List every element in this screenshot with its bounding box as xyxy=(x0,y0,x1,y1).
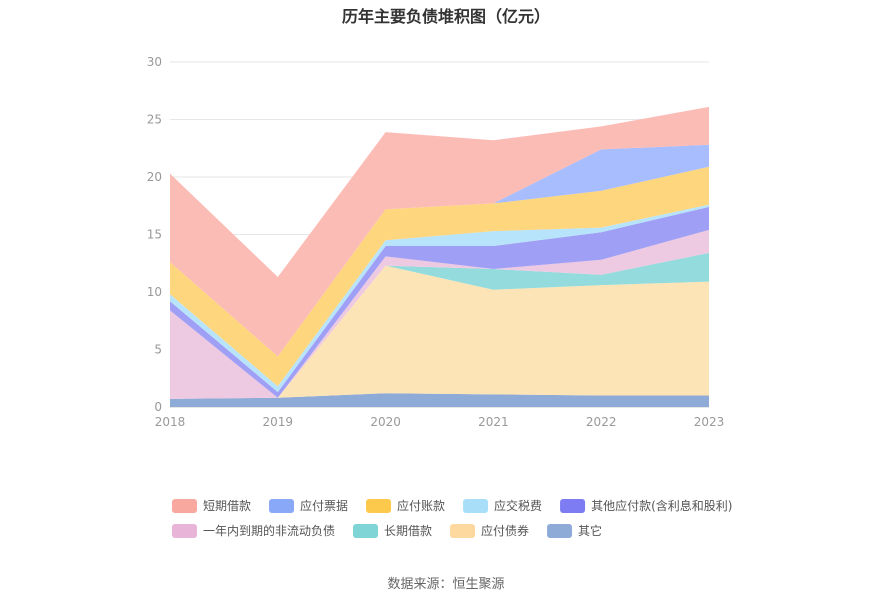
area-长期借款 xyxy=(170,252,709,399)
legend-swatch xyxy=(547,524,573,538)
legend-item[interactable]: 应付票据 xyxy=(269,498,348,513)
legend-label: 应付债券 xyxy=(481,523,529,538)
legend-label: 应交税费 xyxy=(494,498,542,513)
legend-item[interactable]: 其它 xyxy=(547,523,602,538)
legend-swatch xyxy=(172,499,197,513)
area-应付账款 xyxy=(170,166,709,387)
x-axis-ticks: 2018 2019 2020 2021 2022 2023 xyxy=(155,415,725,429)
legend-item[interactable]: 长期借款 xyxy=(353,524,432,538)
y-tick-label: 10 xyxy=(147,285,162,299)
x-tick-label: 2020 xyxy=(370,415,401,429)
y-tick-label: 25 xyxy=(147,113,162,127)
x-tick-label: 2022 xyxy=(586,415,617,429)
legend-swatch xyxy=(269,499,295,513)
y-tick-label: 30 xyxy=(147,55,162,69)
y-axis-ticks: 0 5 10 15 20 25 30 xyxy=(147,55,162,414)
legend-item[interactable]: 应付账款 xyxy=(366,498,445,513)
y-tick-label: 20 xyxy=(147,170,162,184)
area-应付票据 xyxy=(170,144,709,357)
legend-label: 应付账款 xyxy=(397,498,445,513)
area-series xyxy=(170,106,709,407)
x-tick-label: 2019 xyxy=(263,415,294,429)
y-tick-label: 15 xyxy=(147,228,162,242)
legend-label: 其他应付款(含利息和股利) xyxy=(591,498,732,513)
area-应交税费 xyxy=(170,204,709,393)
data-source-note: 数据来源：恒生聚源 xyxy=(387,577,504,592)
x-tick-label: 2018 xyxy=(155,415,186,429)
legend: 短期借款 应付票据 应付账款 应交税费 其他应付款(含利息和股利) 一年内到期的非流动负债… xyxy=(172,498,732,538)
legend-item[interactable]: 一年内到期的非流动负债 xyxy=(172,523,335,538)
x-tick-label: 2021 xyxy=(478,415,509,429)
legend-swatch xyxy=(353,524,379,538)
legend-item[interactable]: 应付债券 xyxy=(450,523,529,538)
legend-item[interactable]: 应交税费 xyxy=(463,498,542,513)
legend-swatch xyxy=(450,524,476,538)
area-短期借款 xyxy=(170,106,709,357)
legend-item[interactable]: 短期借款 xyxy=(172,499,251,513)
x-tick-label: 2023 xyxy=(694,415,725,429)
area-一年内到期的非流动负债 xyxy=(170,229,709,399)
area-其他应付款(含利息和股利) xyxy=(170,206,709,398)
legend-label: 其它 xyxy=(578,523,602,538)
y-tick-label: 5 xyxy=(154,343,162,357)
legend-swatch xyxy=(172,524,197,538)
legend-swatch xyxy=(366,499,392,513)
legend-item[interactable]: 其他应付款(含利息和股利) xyxy=(560,498,732,513)
legend-label: 短期借款 xyxy=(203,499,251,513)
legend-swatch xyxy=(463,499,489,513)
area-其它 xyxy=(170,393,709,407)
y-tick-label: 0 xyxy=(154,400,162,414)
legend-label: 一年内到期的非流动负债 xyxy=(203,523,335,538)
legend-label: 长期借款 xyxy=(384,524,432,538)
area-应付债券 xyxy=(170,265,709,399)
chart-title: 历年主要负债堆积图（亿元） xyxy=(342,7,550,26)
legend-label: 应付票据 xyxy=(300,498,348,513)
legend-swatch xyxy=(560,499,586,513)
